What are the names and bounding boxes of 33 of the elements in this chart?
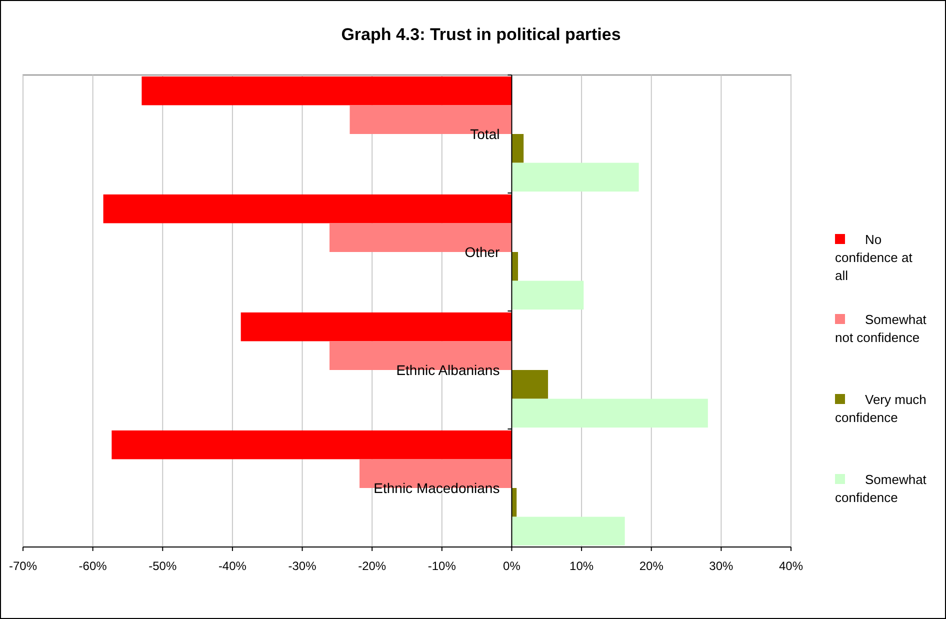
x-tick-label: 10% bbox=[570, 559, 594, 573]
x-tick-label: 40% bbox=[778, 559, 804, 573]
x-tick-label: -60% bbox=[78, 559, 108, 573]
x-tick-label: -70% bbox=[8, 559, 38, 573]
legend-label: Somewhat confidence bbox=[835, 472, 927, 505]
x-tick-label: -20% bbox=[358, 559, 386, 573]
bar bbox=[512, 370, 548, 399]
legend-label: No confidence at all bbox=[835, 232, 913, 283]
legend-label: Somewhat not confidence bbox=[835, 312, 927, 345]
bar bbox=[512, 252, 518, 281]
bar bbox=[512, 280, 584, 310]
legend-label: Very much confidence bbox=[835, 392, 926, 425]
x-tick-label: -10% bbox=[428, 559, 456, 573]
x-tick-label: -50% bbox=[148, 559, 177, 573]
bar bbox=[142, 76, 512, 106]
x-tick-label: 30% bbox=[709, 559, 734, 573]
bar bbox=[512, 398, 708, 428]
chart-title: Graph 4.3: Trust in political parties bbox=[341, 25, 621, 44]
x-tick-label: -30% bbox=[288, 559, 317, 573]
y-tick-label: Total bbox=[470, 126, 500, 142]
y-tick-label: Other bbox=[464, 244, 500, 260]
y-tick-label: Ethnic Macedonians bbox=[374, 480, 500, 496]
bar bbox=[512, 134, 524, 163]
x-tick-label: 0% bbox=[503, 559, 521, 573]
x-tick-label: -40% bbox=[218, 559, 247, 573]
bar bbox=[512, 516, 625, 546]
bar bbox=[512, 162, 639, 192]
y-tick-label: Ethnic Albanians bbox=[396, 362, 500, 378]
x-tick-label: 20% bbox=[639, 559, 664, 573]
bar bbox=[240, 312, 512, 342]
bar bbox=[112, 430, 512, 460]
bar bbox=[512, 488, 517, 517]
bar bbox=[103, 194, 512, 224]
